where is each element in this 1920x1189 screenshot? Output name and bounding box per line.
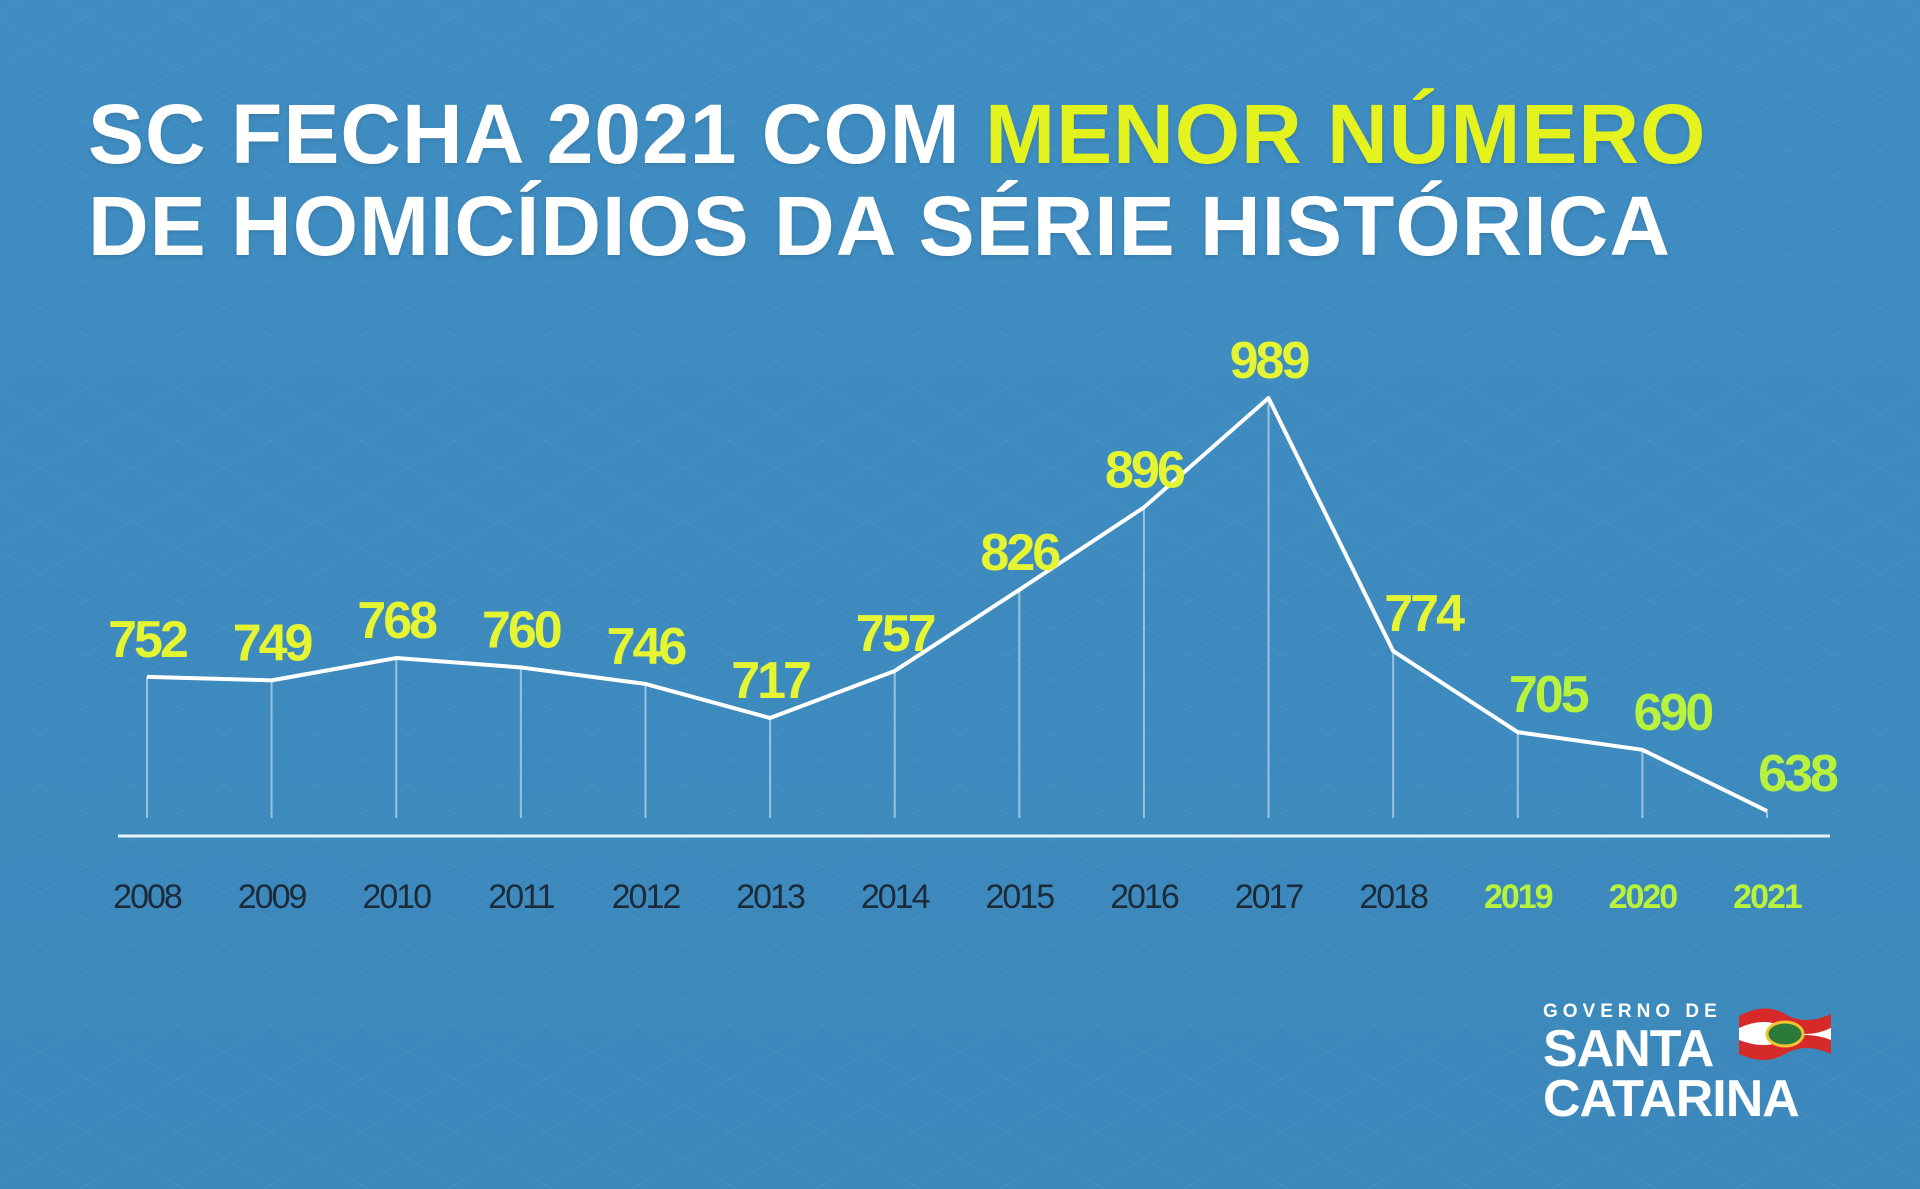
x-tick-label: 2020 [1609, 878, 1678, 916]
value-label: 705 [1509, 666, 1589, 724]
title-part: DE HOMICÍDIOS DA SÉRIE HISTÓRICA [88, 179, 1672, 273]
value-label: 989 [1230, 332, 1309, 390]
title-line: DE HOMICÍDIOS DA SÉRIE HISTÓRICA [88, 180, 1888, 272]
title-part: SC FECHA 2021 COM [88, 87, 961, 181]
title-highlight: MENOR NÚMERO [985, 87, 1707, 181]
x-tick-label: 2008 [113, 878, 182, 916]
value-label: 638 [1758, 745, 1838, 803]
title-line: SC FECHA 2021 COM MENOR NÚMERO [88, 88, 1888, 180]
value-label: 896 [1105, 441, 1185, 499]
value-label: 757 [856, 605, 935, 663]
x-tick-label: 2014 [861, 878, 930, 916]
x-tick-label: 2016 [1110, 878, 1179, 916]
x-tick-label: 2021 [1733, 878, 1802, 916]
value-label: 774 [1384, 585, 1465, 643]
logo-text: CATARINA [1543, 1070, 1800, 1128]
value-label: 760 [482, 601, 561, 659]
x-tick-label: 2019 [1484, 878, 1553, 916]
x-tick-label: 2012 [612, 878, 681, 916]
x-tick-label: 2017 [1235, 878, 1304, 916]
logo-text: SANTA [1543, 1020, 1714, 1078]
logo: GOVERNO DE SANTA CATARINA [1543, 1000, 1883, 1128]
x-tick-label: 2009 [238, 878, 307, 916]
chart-title: SC FECHA 2021 COM MENOR NÚMERO DE HOMICÍ… [88, 88, 1888, 272]
value-label: 768 [357, 592, 437, 650]
flag-emblem [1765, 1020, 1805, 1048]
value-label: 746 [607, 618, 687, 676]
line [146, 396, 1768, 813]
logo-text: GOVERNO DE [1543, 1001, 1722, 1022]
logo-flag [1739, 1008, 1831, 1060]
value-label: 690 [1634, 684, 1713, 742]
value-label: 749 [233, 614, 312, 672]
value-label: 717 [731, 652, 810, 710]
value-label: 752 [108, 611, 187, 669]
x-tick-label: 2011 [488, 878, 554, 916]
value-label: 826 [980, 524, 1060, 582]
x-tick-label: 2013 [736, 878, 805, 916]
x-tick-label: 2015 [985, 878, 1054, 916]
x-tick-label: 2018 [1359, 878, 1428, 916]
x-tick-label: 2010 [362, 878, 431, 916]
